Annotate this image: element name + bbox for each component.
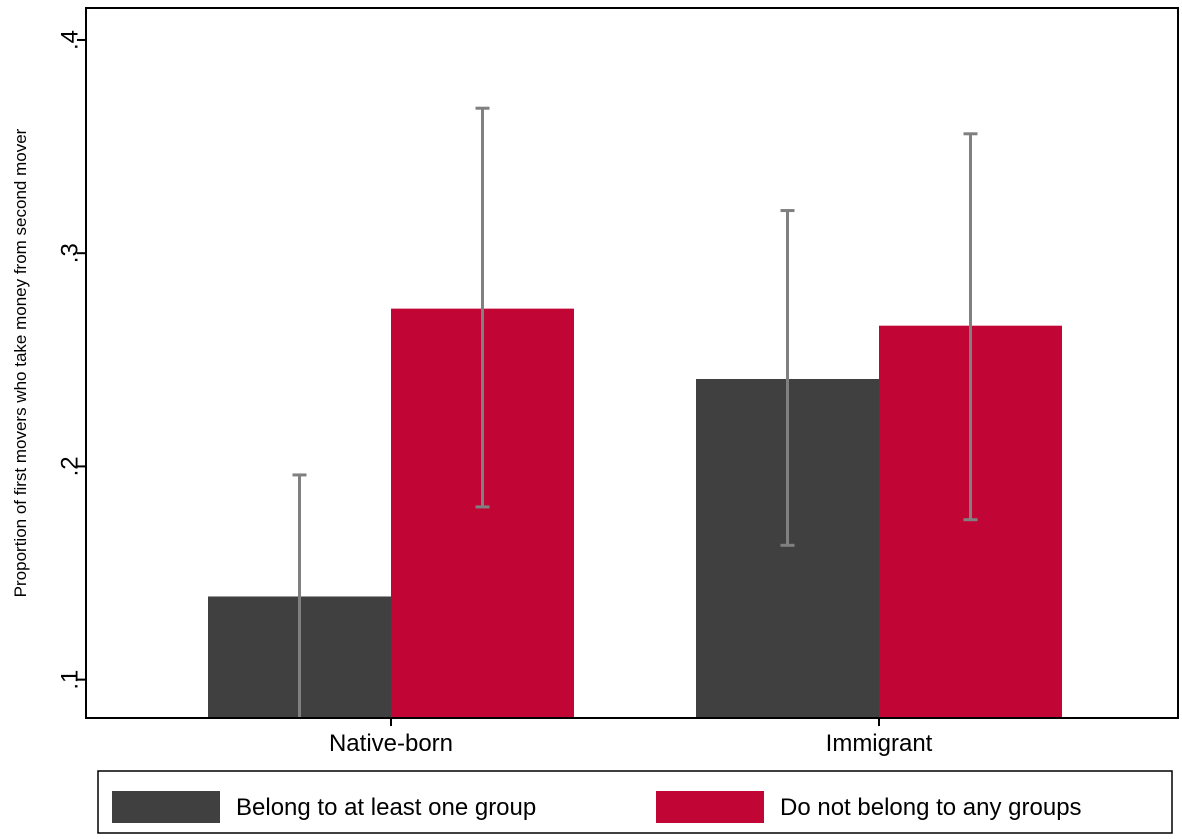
x-axis: Native-born Immigrant	[329, 718, 933, 757]
y-tick-label: .2	[57, 456, 84, 476]
y-axis: .1 .2 .3 .4	[57, 30, 86, 690]
x-tick-label: Native-born	[329, 730, 453, 757]
errorbar-immigrant-series-2	[963, 132, 978, 522]
y-axis-label: Proportion of first movers who take mone…	[11, 128, 30, 597]
errorbars-layer	[292, 106, 978, 718]
y-tick-label: .4	[57, 30, 84, 50]
legend-swatch-1	[112, 791, 220, 823]
errorbar-native-born-series-2	[475, 106, 490, 509]
legend-swatch-2	[656, 791, 764, 823]
legend-label-1: Belong to at least one group	[236, 794, 536, 821]
legend: Belong to at least one group Do not belon…	[97, 770, 1173, 834]
errorbar-native-born-series-1	[292, 473, 307, 718]
x-tick-label: Immigrant	[826, 730, 933, 757]
legend-label-2: Do not belong to any groups	[780, 794, 1082, 821]
y-tick-label: .1	[57, 670, 84, 690]
legend-frame	[97, 770, 1173, 834]
plot-frame	[85, 7, 1179, 719]
y-tick-label: .3	[57, 243, 84, 263]
errorbar-immigrant-series-1	[780, 209, 795, 547]
